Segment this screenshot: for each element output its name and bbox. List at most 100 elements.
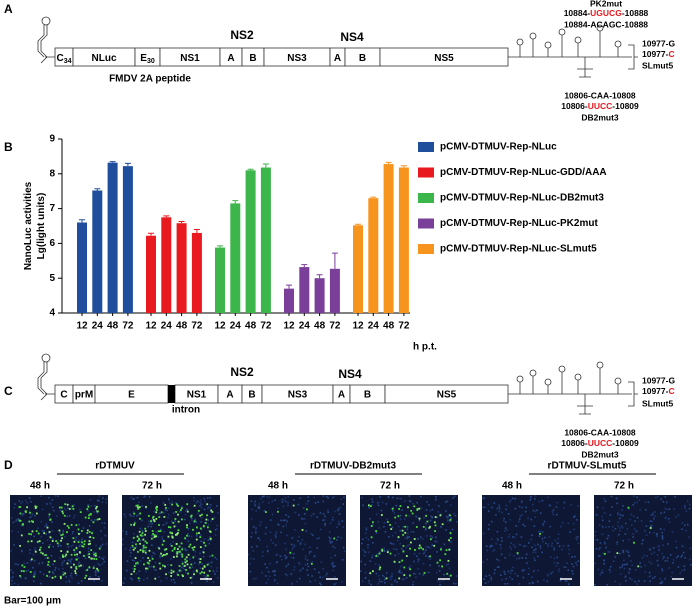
nucleus-signal: [44, 557, 47, 559]
nucleus-signal: [152, 551, 155, 554]
nucleus-signal: [647, 501, 650, 504]
segment-label: A: [227, 53, 234, 64]
panel-label: D: [4, 458, 13, 472]
nucleus-signal: [276, 560, 278, 563]
nucleus-signal: [633, 502, 636, 504]
nucleus-signal: [486, 558, 489, 561]
nucleus-signal: [307, 496, 310, 498]
nucleus-signal: [26, 562, 29, 564]
nucleus-signal: [13, 507, 16, 509]
nucleus-signal: [90, 519, 93, 522]
infected-cell: [145, 567, 147, 570]
nucleus-signal: [193, 521, 196, 524]
infected-cell: [150, 537, 153, 540]
infected-cell: [61, 533, 64, 536]
rna-structure: [577, 57, 593, 78]
nucleus-signal: [452, 582, 455, 585]
nucleus-signal: [408, 536, 410, 538]
nucleus-signal: [392, 510, 394, 512]
nucleus-signal: [67, 559, 70, 562]
nucleus-signal: [555, 513, 558, 516]
infected-cell: [83, 543, 86, 546]
nucleus-signal: [122, 543, 124, 546]
nucleus-signal: [548, 536, 551, 538]
nucleus-signal: [195, 501, 198, 504]
nucleus-signal: [630, 560, 632, 562]
nucleus-signal: [255, 527, 257, 529]
infected-cell: [74, 572, 77, 575]
nucleus-signal: [319, 512, 322, 514]
nucleus-signal: [124, 515, 127, 518]
nucleus-signal: [377, 583, 380, 585]
nucleus-signal: [614, 527, 617, 530]
bar: [77, 222, 87, 313]
nucleus-signal: [656, 532, 659, 535]
nucleus-signal: [201, 562, 203, 565]
infected-cell: [139, 542, 141, 545]
nucleus-signal: [686, 523, 689, 526]
nucleus-signal: [365, 532, 367, 535]
nucleus-signal: [649, 520, 652, 522]
infected-cell: [132, 536, 135, 539]
nucleus-signal: [337, 509, 339, 512]
nucleus-signal: [504, 573, 506, 575]
infected-cell: [97, 510, 99, 513]
nucleus-signal: [594, 534, 597, 537]
nucleus-signal: [440, 526, 442, 528]
infected-cell: [203, 564, 206, 567]
nucleus-signal: [10, 569, 12, 571]
nucleus-signal: [154, 561, 157, 564]
nucleus-signal: [194, 554, 196, 557]
nucleus-signal: [529, 498, 532, 500]
bar: [398, 167, 409, 313]
infected-cell: [140, 534, 143, 537]
infected-cell: [616, 552, 619, 555]
nucleus-signal: [573, 516, 575, 518]
infected-cell: [197, 509, 200, 512]
infected-cell: [434, 524, 437, 527]
infected-cell: [84, 577, 87, 579]
infected-cell: [391, 507, 394, 510]
nucleus-signal: [97, 562, 99, 565]
infected-cell: [48, 546, 50, 549]
nucleus-signal: [519, 544, 522, 546]
nucleus-signal: [436, 579, 439, 582]
nucleus-signal: [486, 549, 489, 552]
nucleus-signal: [566, 562, 568, 564]
nucleus-signal: [272, 570, 275, 573]
infected-cell: [378, 568, 381, 571]
nucleus-signal: [66, 507, 69, 509]
infected-cell: [30, 558, 33, 561]
nucleus-signal: [541, 499, 544, 502]
nucleus-signal: [42, 573, 45, 576]
infected-cell: [191, 546, 194, 549]
infected-cell: [211, 518, 214, 520]
y-tick-label: 8: [49, 168, 55, 179]
rna-structure: [577, 394, 593, 415]
nucleus-signal: [63, 507, 66, 510]
infected-cell: [186, 510, 189, 513]
nucleus-signal: [544, 542, 547, 545]
nucleus-signal: [43, 530, 45, 533]
nucleus-signal: [680, 556, 683, 558]
nucleus-signal: [611, 525, 614, 528]
segment-label: NS1: [187, 390, 207, 401]
nucleus-signal: [148, 496, 151, 498]
nucleus-signal: [336, 539, 338, 541]
nucleus-signal: [184, 510, 187, 512]
infected-cell: [401, 529, 404, 532]
infected-cell: [64, 572, 67, 575]
nucleus-signal: [70, 558, 73, 560]
infected-cell: [201, 571, 203, 573]
nucleus-signal: [633, 528, 636, 530]
nucleus-signal: [518, 505, 521, 508]
infected-cell: [41, 552, 44, 555]
nucleus-signal: [370, 583, 372, 586]
nucleus-signal: [408, 500, 411, 502]
infected-cell: [401, 559, 404, 562]
infected-cell: [369, 572, 372, 575]
nucleus-signal: [396, 581, 398, 583]
nucleus-signal: [523, 525, 526, 527]
nucleus-signal: [311, 560, 313, 563]
bar: [353, 225, 363, 313]
